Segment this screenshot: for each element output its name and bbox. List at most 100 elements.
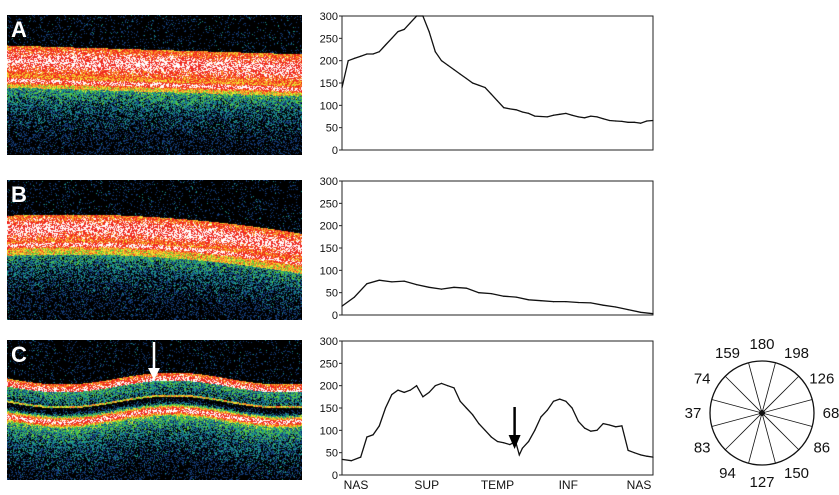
data-point (472, 82, 474, 84)
data-point (416, 284, 418, 286)
data-point (596, 429, 598, 431)
y-tick-label: 50 (326, 448, 338, 460)
data-point (521, 111, 523, 113)
y-tick-label: 200 (320, 56, 338, 68)
data-point (403, 280, 405, 282)
clock-value: 159 (715, 345, 740, 362)
data-point (652, 119, 654, 122)
data-point (640, 454, 642, 456)
data-point (509, 444, 511, 446)
data-point (465, 287, 467, 289)
data-point (518, 454, 520, 456)
y-tick-label: 250 (320, 198, 338, 210)
panel-label-c: C (11, 342, 27, 367)
data-point (434, 51, 436, 53)
data-point (372, 434, 374, 436)
data-point (565, 301, 567, 303)
black-arrow-icon (508, 407, 521, 449)
data-point (652, 313, 654, 315)
oct-scan-c: C (7, 340, 302, 480)
data-point (571, 114, 573, 116)
data-point (428, 31, 430, 33)
plot-svg-c: 0 50 100 150 200 250 300 NAS SUP TEMP INF NAS (320, 336, 654, 492)
y-tick-label: 150 (320, 243, 338, 255)
data-point (608, 424, 611, 426)
data-point (428, 286, 430, 288)
y-tick-label: 100 (320, 265, 338, 277)
data-point (453, 286, 455, 288)
data-point (341, 305, 343, 307)
data-point (540, 115, 542, 118)
data-point (590, 302, 592, 304)
data-point (640, 311, 642, 313)
data-point (409, 389, 411, 391)
data-point (565, 400, 567, 402)
x-tick-label: NAS (627, 478, 652, 492)
y-tick-label: 200 (320, 221, 338, 233)
data-point (416, 385, 418, 387)
data-point (440, 288, 443, 290)
data-point (353, 296, 355, 298)
data-point (509, 108, 511, 110)
data-point (384, 407, 387, 409)
data-point (627, 309, 629, 311)
data-point (608, 119, 611, 122)
y-tick-label: 300 (320, 176, 338, 188)
thickness-line (341, 15, 654, 124)
plot-frame (341, 15, 654, 151)
data-point (615, 426, 617, 428)
y-tick-label: 200 (320, 381, 338, 393)
data-point (422, 15, 424, 17)
data-point (490, 93, 492, 95)
data-point (515, 296, 517, 298)
data-point (633, 452, 635, 454)
y-tick-label: 250 (320, 33, 338, 45)
clock-value: 74 (694, 371, 711, 388)
data-point (565, 112, 567, 114)
data-point (403, 28, 405, 30)
thickness-line (341, 382, 654, 462)
data-point (397, 31, 399, 33)
data-point (350, 460, 352, 462)
data-point (465, 407, 467, 409)
x-tick-label: TEMP (481, 478, 514, 492)
oct-scan-a: A (7, 15, 302, 155)
plot-svg-a: 0 50 100 150 200 250 300 (320, 11, 654, 157)
data-point (440, 382, 443, 384)
data-point (503, 442, 505, 444)
y-tick-label: 0 (332, 145, 338, 157)
clock-value: 94 (719, 465, 736, 482)
clock-value: 86 (813, 440, 830, 457)
data-point (571, 407, 573, 409)
data-point (341, 86, 343, 89)
x-tick-label: SUP (414, 478, 439, 492)
data-point (453, 387, 455, 389)
data-point (615, 306, 617, 308)
data-point (602, 304, 604, 306)
data-point (347, 60, 349, 62)
data-point (546, 409, 548, 411)
data-point (615, 120, 617, 122)
data-point (584, 427, 586, 429)
x-tick-label: INF (559, 478, 578, 492)
data-point (360, 456, 362, 458)
data-point (378, 425, 380, 427)
data-point (552, 400, 555, 402)
data-point (540, 416, 542, 418)
data-point (577, 420, 579, 422)
data-point (366, 436, 368, 438)
data-point (496, 100, 499, 102)
data-point (478, 84, 480, 86)
y-tick-label: 300 (320, 336, 338, 348)
data-point (416, 15, 418, 17)
y-tick-label: 0 (332, 310, 338, 322)
data-point (353, 57, 355, 60)
plot-svg-b: 0 50 100 150 200 250 300 (320, 176, 654, 322)
data-point (528, 440, 530, 443)
thickness-line (341, 279, 654, 315)
clock-value: 37 (685, 405, 702, 422)
data-point (378, 279, 380, 281)
clock-value: 127 (749, 474, 774, 490)
panel-label-b: B (11, 182, 27, 207)
